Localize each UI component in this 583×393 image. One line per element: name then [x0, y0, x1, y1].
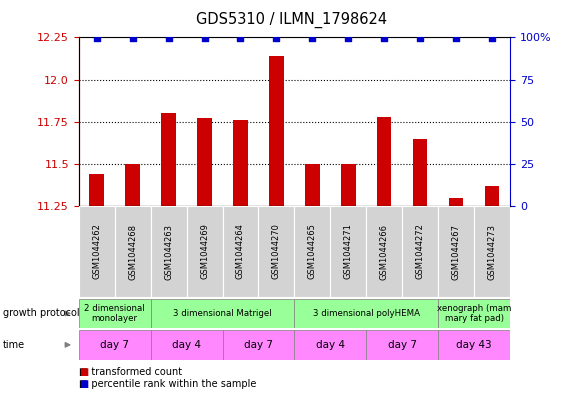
Point: [451, 35, 461, 41]
Text: 2 dimensional
monolayer: 2 dimensional monolayer: [85, 304, 145, 323]
Point: [272, 35, 281, 41]
Text: GSM1044265: GSM1044265: [308, 224, 317, 279]
Point: [128, 35, 138, 41]
Bar: [294, 299, 438, 328]
Point: [92, 35, 101, 41]
Bar: [125, 164, 140, 206]
Bar: [161, 113, 176, 206]
Text: GSM1044264: GSM1044264: [236, 224, 245, 279]
Text: GSM1044269: GSM1044269: [200, 224, 209, 279]
Bar: [366, 206, 402, 297]
Point: [164, 35, 173, 41]
Text: day 4: day 4: [172, 340, 201, 350]
Point: [200, 35, 209, 41]
Bar: [449, 198, 463, 206]
Text: xenograph (mam
mary fat pad): xenograph (mam mary fat pad): [437, 304, 511, 323]
Text: ■: ■: [79, 379, 88, 389]
Bar: [438, 299, 510, 328]
Bar: [331, 206, 366, 297]
Bar: [150, 299, 294, 328]
Bar: [438, 330, 510, 360]
Text: GSM1044268: GSM1044268: [128, 224, 137, 279]
Bar: [115, 206, 150, 297]
Text: 3 dimensional polyHEMA: 3 dimensional polyHEMA: [313, 309, 420, 318]
Bar: [150, 206, 187, 297]
Text: growth protocol: growth protocol: [3, 309, 79, 318]
Text: GSM1044272: GSM1044272: [416, 224, 425, 279]
Bar: [485, 186, 499, 206]
Bar: [223, 206, 258, 297]
Text: day 7: day 7: [244, 340, 273, 350]
Point: [380, 35, 389, 41]
Bar: [187, 206, 223, 297]
Bar: [233, 120, 248, 206]
Bar: [79, 206, 115, 297]
Bar: [366, 330, 438, 360]
Point: [487, 35, 497, 41]
Text: ■: ■: [79, 367, 88, 377]
Bar: [413, 139, 427, 206]
Text: GSM1044267: GSM1044267: [452, 224, 461, 279]
Bar: [294, 206, 331, 297]
Bar: [377, 117, 392, 206]
Bar: [474, 206, 510, 297]
Text: GDS5310 / ILMN_1798624: GDS5310 / ILMN_1798624: [196, 12, 387, 28]
Text: day 7: day 7: [388, 340, 417, 350]
Text: GSM1044273: GSM1044273: [487, 224, 497, 279]
Bar: [258, 206, 294, 297]
Text: GSM1044262: GSM1044262: [92, 224, 101, 279]
Text: ■ percentile rank within the sample: ■ percentile rank within the sample: [79, 379, 256, 389]
Text: GSM1044271: GSM1044271: [344, 224, 353, 279]
Point: [236, 35, 245, 41]
Bar: [79, 299, 150, 328]
Bar: [402, 206, 438, 297]
Text: day 7: day 7: [100, 340, 129, 350]
Bar: [341, 164, 356, 206]
Bar: [197, 118, 212, 206]
Text: GSM1044266: GSM1044266: [380, 224, 389, 279]
Bar: [294, 330, 366, 360]
Bar: [79, 330, 150, 360]
Bar: [223, 330, 294, 360]
Text: day 4: day 4: [316, 340, 345, 350]
Text: GSM1044263: GSM1044263: [164, 224, 173, 279]
Point: [344, 35, 353, 41]
Point: [308, 35, 317, 41]
Bar: [150, 330, 223, 360]
Text: GSM1044270: GSM1044270: [272, 224, 281, 279]
Point: [416, 35, 425, 41]
Text: 3 dimensional Matrigel: 3 dimensional Matrigel: [173, 309, 272, 318]
Bar: [90, 174, 104, 206]
Text: day 43: day 43: [456, 340, 492, 350]
Text: time: time: [3, 340, 25, 350]
Text: ■ transformed count: ■ transformed count: [79, 367, 182, 377]
Bar: [269, 56, 283, 206]
Bar: [438, 206, 474, 297]
Bar: [305, 164, 319, 206]
